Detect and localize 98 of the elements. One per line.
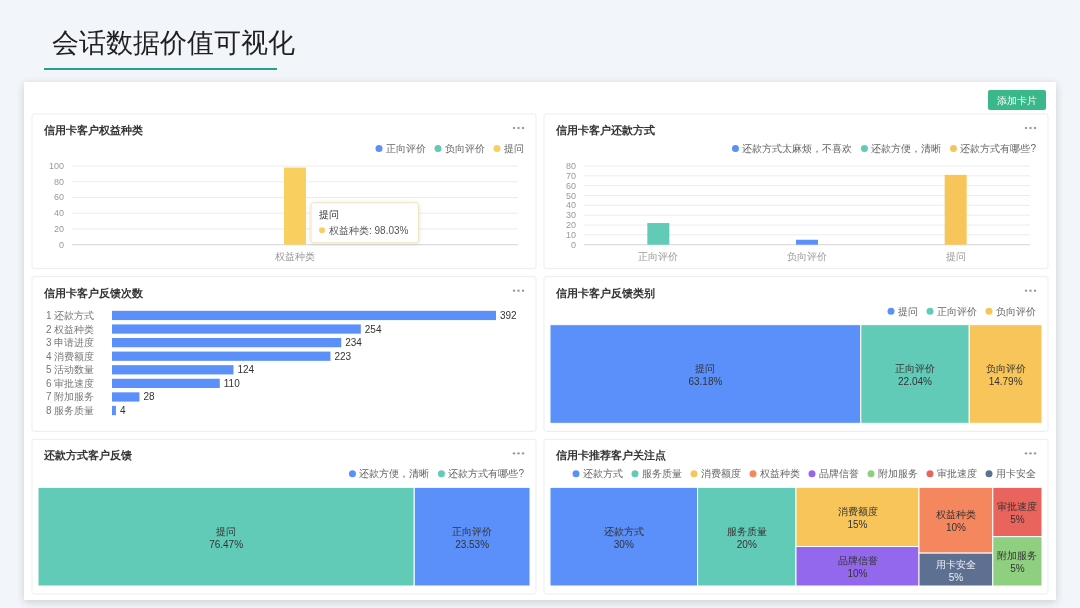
chart-title: 信用卡客户还款方式 <box>555 124 655 136</box>
bar <box>112 392 140 402</box>
data-label: 392 <box>500 309 518 321</box>
data-label: 15% <box>847 518 868 530</box>
category-label: 还款方式 <box>603 525 644 537</box>
y-tick-label: 80 <box>53 176 64 187</box>
legend-label: 还款方便，清晰 <box>359 468 430 480</box>
legend-label: 负向评价 <box>996 305 1036 317</box>
legend-label: 还款方式有哪些? <box>960 143 1037 154</box>
x-tick-label: 正向评价 <box>638 250 679 262</box>
x-tick-label: 提问 <box>945 250 966 262</box>
data-label: 4 <box>119 405 126 417</box>
legend-label: 附加服务 <box>878 468 918 480</box>
y-tick-label: 4 消费额度 <box>46 350 95 362</box>
annotation: 提问 <box>319 208 339 220</box>
y-tick-label: 2 权益种类 <box>46 323 95 335</box>
y-tick-label: 0 <box>570 239 576 250</box>
y-tick-label: 30 <box>565 210 576 221</box>
x-tick-label: 权益种类 <box>274 250 315 262</box>
data-label: 110 <box>223 377 241 389</box>
y-tick-label: 40 <box>53 208 64 219</box>
category-label: 权益种类 <box>934 509 976 521</box>
bar <box>112 324 361 334</box>
text: 信用卡推荐客户关注点 <box>555 449 666 463</box>
y-tick-label: 1 还款方式 <box>46 309 95 321</box>
bar <box>112 351 331 361</box>
bar <box>112 405 116 416</box>
data-label: 23.53% <box>455 538 490 550</box>
bar <box>112 378 220 388</box>
legend-label: 服务质量 <box>642 468 682 480</box>
y-tick-label: 60 <box>565 180 576 191</box>
data-label: 254 <box>364 323 382 335</box>
category-label: 负向评价 <box>985 363 1026 374</box>
y-tick-label: 100 <box>48 161 64 171</box>
text: 还款方式客户反馈 <box>43 449 132 462</box>
y-tick-label: 60 <box>53 192 64 203</box>
category-label: 附加服务 <box>997 550 1038 562</box>
data-label: 76.47% <box>209 538 244 550</box>
legend-label: 正向评价 <box>386 143 426 154</box>
annotation: 权益种类: 98.03% <box>328 224 409 236</box>
category-label: 提问 <box>695 363 716 374</box>
data-label: 5% <box>1010 563 1025 575</box>
legend-label: 还款方式有哪些? <box>448 468 525 480</box>
chart-title: 信用卡客户权益种类 <box>43 124 143 136</box>
legend-label: 权益种类 <box>759 468 800 480</box>
category-label: 服务质量 <box>726 525 767 537</box>
legend-label: 用卡安全 <box>996 468 1036 480</box>
legend-label: 还款方便，清晰 <box>871 143 942 154</box>
y-tick-label: 5 活动数量 <box>46 364 95 376</box>
data-label: 28 <box>143 391 155 403</box>
category-label: 用卡安全 <box>935 558 976 570</box>
bar <box>112 310 496 321</box>
x-tick-label: 负向评价 <box>787 250 827 262</box>
legend-label: 还款方式 <box>583 468 623 480</box>
chart-title: 信用卡客户反馈次数 <box>43 286 144 299</box>
legend-label: 负向评价 <box>445 143 485 154</box>
data-label: 5% <box>1010 514 1025 525</box>
text: 信用卡客户反馈类别 <box>555 286 655 299</box>
data-label: 30% <box>613 538 634 550</box>
bar <box>112 365 234 375</box>
data-label: 234 <box>345 337 363 349</box>
y-tick-label: 8 服务质量 <box>46 405 95 417</box>
data-label: 22.04% <box>898 376 933 387</box>
legend-label: 正向评价 <box>937 305 977 317</box>
y-tick-label: 70 <box>565 170 576 181</box>
data-label: 10% <box>847 568 868 580</box>
data-label: 5% <box>948 571 964 583</box>
category-label: 正向评价 <box>452 525 493 537</box>
legend-label: 提问 <box>898 305 918 317</box>
category-label: 消费额度 <box>837 505 878 517</box>
data-label: 124 <box>237 364 255 376</box>
category-label: 提问 <box>216 525 237 537</box>
y-tick-label: 3 申请进度 <box>46 337 95 349</box>
y-tick-label: 80 <box>565 161 576 171</box>
legend-label: 审批速度 <box>937 468 977 480</box>
y-tick-label: 6 审批速度 <box>46 377 95 389</box>
legend-label: 品牌信誉 <box>819 468 859 480</box>
y-tick-label: 10 <box>565 229 576 240</box>
category-label: 审批速度 <box>997 501 1038 512</box>
legend-label: 还款方式太麻烦，不喜欢 <box>742 143 853 154</box>
text: 会话数据价值可视化 <box>52 28 295 58</box>
y-tick-label: 20 <box>53 223 64 234</box>
bar <box>112 338 342 348</box>
category-label: 正向评价 <box>895 363 936 374</box>
legend-label: 提问 <box>504 143 524 154</box>
text: 添加卡片 <box>997 95 1037 106</box>
legend-label: 消费额度 <box>701 468 741 480</box>
y-tick-label: 50 <box>565 190 576 201</box>
data-label: 63.18% <box>688 376 723 387</box>
y-tick-label: 20 <box>565 220 576 230</box>
data-label: 10% <box>945 522 967 534</box>
y-tick-label: 7 附加服务 <box>46 391 95 403</box>
category-label: 品牌信誉 <box>837 555 878 567</box>
y-tick-label: 0 <box>58 239 64 250</box>
y-tick-label: 40 <box>565 200 576 211</box>
data-label: 14.79% <box>988 376 1023 387</box>
data-label: 20% <box>736 538 757 550</box>
data-label: 223 <box>334 350 352 362</box>
